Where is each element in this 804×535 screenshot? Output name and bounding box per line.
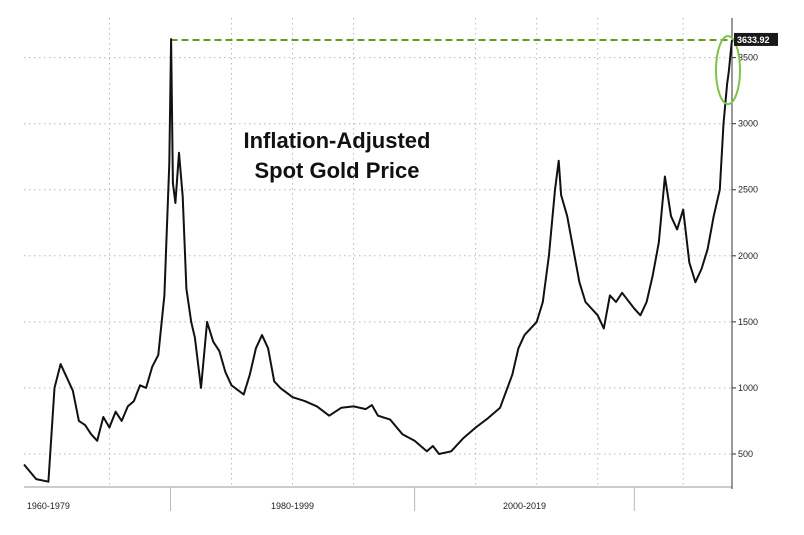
chart-title-line-1: Inflation-Adjusted <box>244 128 431 153</box>
y-tick-label-1500: 1500 <box>738 317 758 327</box>
x-label-0: 1960-1979 <box>27 501 70 511</box>
x-axis-separators <box>24 486 732 511</box>
reference-value-label: 3633.92 <box>737 35 770 45</box>
y-tick-label-500: 500 <box>738 449 753 459</box>
gridlines <box>24 18 732 487</box>
y-tick-label-1000: 1000 <box>738 383 758 393</box>
x-axis-labels: 1960-1979 1980-1999 2000-2019 <box>27 501 546 511</box>
series-line <box>23 38 733 483</box>
highlight-circle <box>715 35 741 106</box>
x-label-1: 1980-1999 <box>271 501 314 511</box>
y-tick-label-2000: 2000 <box>738 251 758 261</box>
y-axis-ticks: 500 1000 1500 2000 2500 3000 3500 <box>731 18 758 489</box>
chart-title-line-2: Spot Gold Price <box>254 158 419 183</box>
x-label-2: 2000-2019 <box>503 501 546 511</box>
y-tick-label-3500: 3500 <box>738 53 758 63</box>
y-tick-label-2500: 2500 <box>738 185 758 195</box>
reference-value-label-bg <box>734 32 778 46</box>
y-tick-label-3000: 3000 <box>738 119 758 129</box>
